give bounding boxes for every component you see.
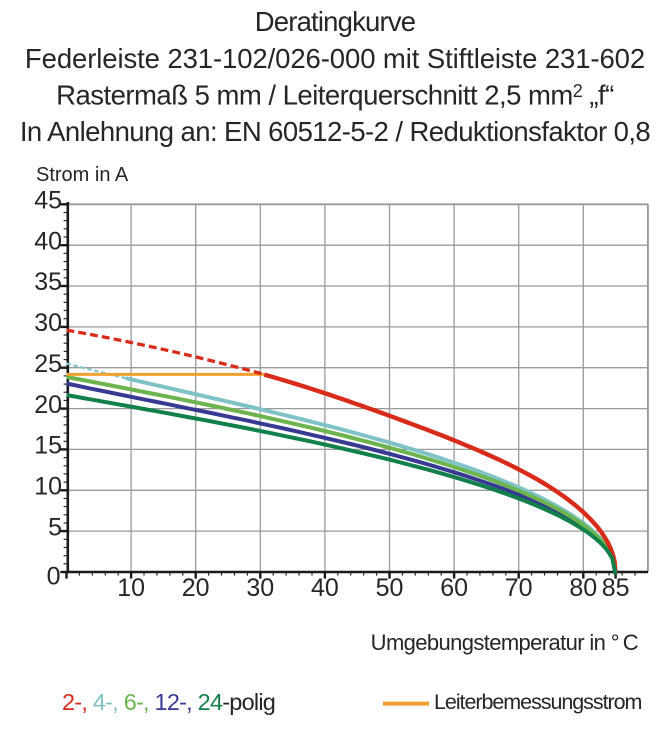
svg-text:20: 20 — [182, 574, 210, 602]
svg-text:70: 70 — [505, 574, 533, 602]
svg-text:10: 10 — [117, 574, 145, 602]
svg-text:50: 50 — [376, 574, 404, 602]
svg-text:80: 80 — [569, 574, 597, 602]
svg-text:Strom in A: Strom in A — [36, 164, 129, 186]
svg-text:20: 20 — [34, 391, 62, 419]
svg-text:85: 85 — [602, 574, 630, 602]
svg-text:25: 25 — [34, 350, 62, 378]
svg-text:Deratingkurve: Deratingkurve — [255, 6, 416, 37]
svg-text:40: 40 — [34, 227, 62, 255]
svg-text:45: 45 — [34, 187, 62, 215]
svg-text:5: 5 — [48, 513, 62, 541]
svg-text:2-, 4-, 6-, 12-, 24-polig: 2-, 4-, 6-, 12-, 24-polig — [62, 689, 275, 715]
svg-text:10: 10 — [34, 473, 62, 501]
svg-text:Federleiste 231-102/026-000 mi: Federleiste 231-102/026-000 mit Stiftlei… — [25, 43, 645, 74]
svg-text:In Anlehnung an: EN 60512-5-2: In Anlehnung an: EN 60512-5-2 / Reduktio… — [20, 116, 651, 147]
svg-text:30: 30 — [246, 574, 274, 602]
svg-text:Umgebungstemperatur in ° C: Umgebungstemperatur in ° C — [371, 630, 639, 655]
svg-text:Rastermaß 5 mm / Leiterquersch: Rastermaß 5 mm / Leiterquerschnitt 2,5 m… — [56, 80, 614, 111]
svg-text:15: 15 — [34, 432, 62, 460]
svg-text:0: 0 — [47, 563, 61, 591]
svg-text:60: 60 — [440, 574, 468, 602]
svg-text:40: 40 — [311, 574, 339, 602]
svg-text:30: 30 — [34, 309, 62, 337]
svg-text:Leiterbemessungsstrom: Leiterbemessungsstrom — [434, 690, 642, 714]
svg-text:35: 35 — [34, 268, 62, 296]
